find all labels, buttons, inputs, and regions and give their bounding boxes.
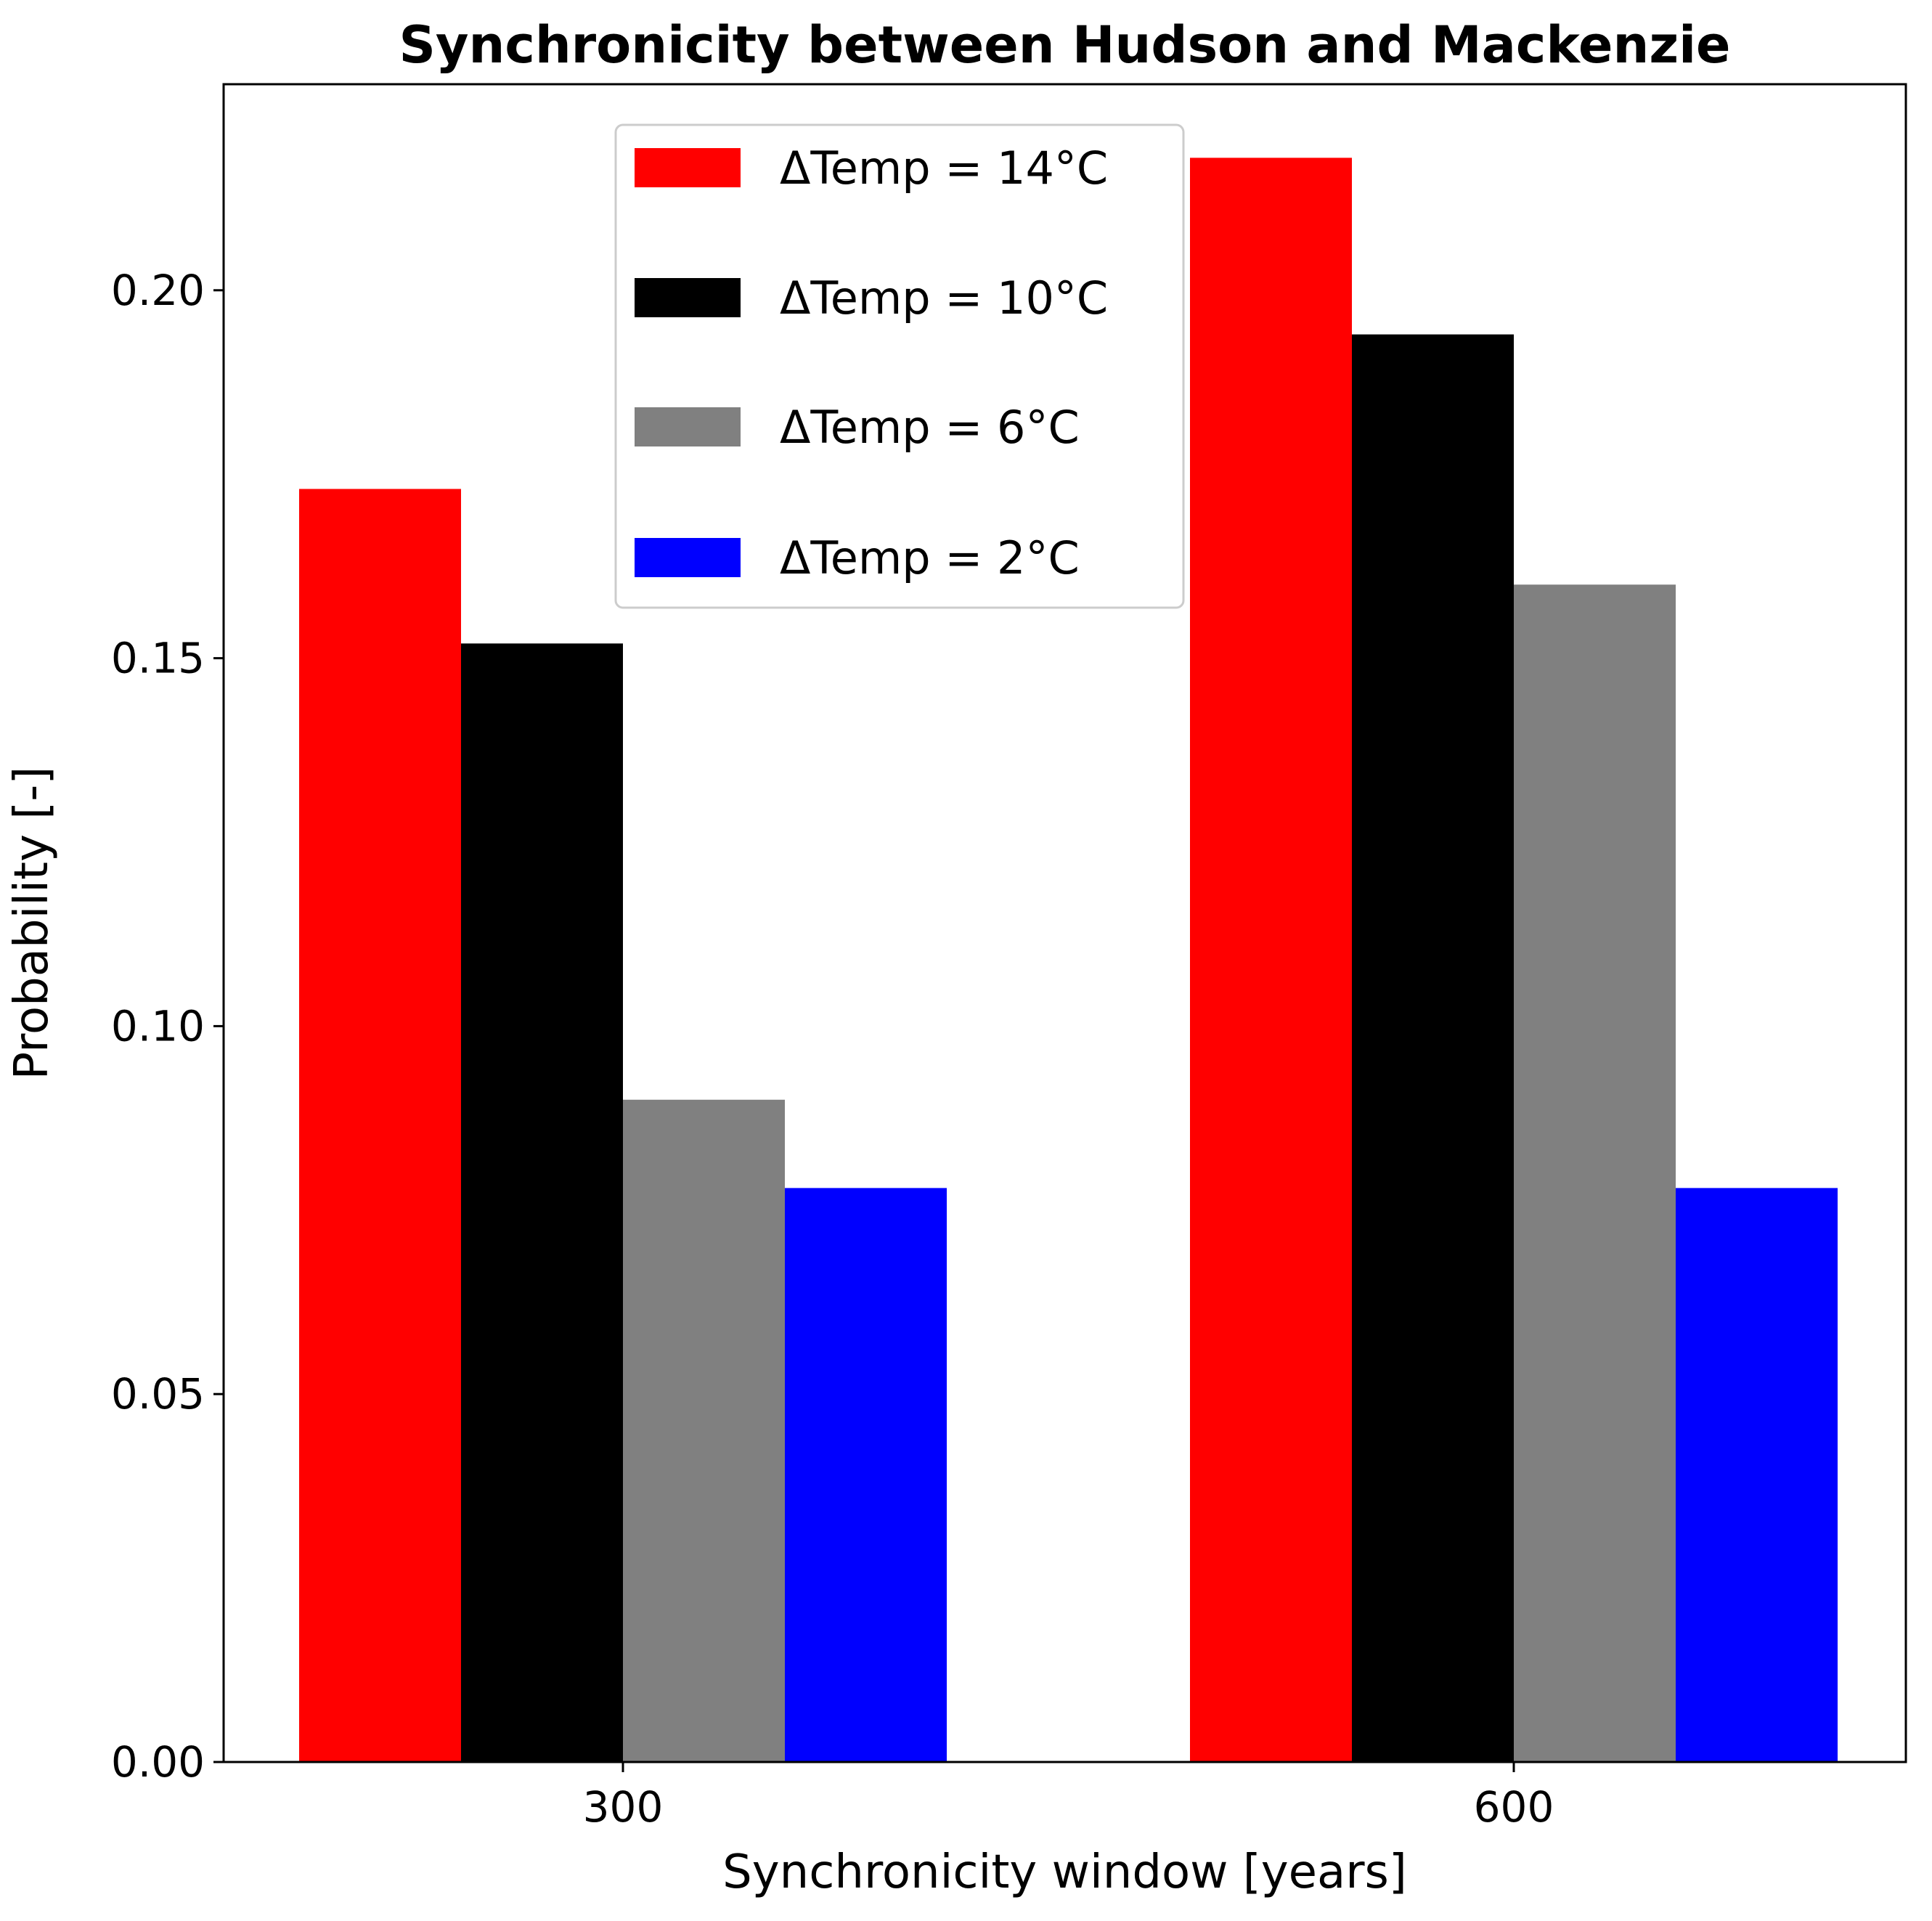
x-tick-label: 300	[583, 1782, 664, 1832]
y-tick-label: 0.10	[111, 1001, 205, 1051]
axes-frame	[222, 83, 1907, 1763]
y-tick-label: 0.00	[111, 1737, 205, 1787]
bar-600-series-1	[1352, 334, 1514, 1762]
legend-label-2: ΔTemp = 6°C	[780, 401, 1080, 454]
bar-300-series-2	[623, 1099, 785, 1762]
bar-600-series-3	[1676, 1188, 1838, 1762]
legend-box	[614, 123, 1185, 609]
y-axis-ticks: 0.00 0.05 0.10 0.15 0.20	[111, 266, 224, 1787]
bar-300-series-1	[461, 643, 623, 1763]
y-tick-label: 0.20	[111, 266, 205, 315]
legend-label-3: ΔTemp = 2°C	[780, 531, 1080, 584]
legend-swatch-0	[635, 148, 741, 187]
bars-layer	[299, 158, 1838, 1763]
legend-label-0: ΔTemp = 14°C	[780, 142, 1108, 195]
legend-swatch-2	[635, 407, 741, 446]
y-axis-label: Probability [-]	[5, 767, 59, 1080]
x-tick-label: 600	[1474, 1782, 1554, 1832]
bar-300-series-3	[785, 1188, 947, 1762]
bar-600-series-2	[1514, 584, 1676, 1762]
legend-swatch-1	[635, 278, 741, 317]
bar-600-series-0	[1190, 158, 1352, 1763]
x-axis-label: Synchronicity window [years]	[722, 1845, 1407, 1899]
bar-300-series-0	[299, 489, 461, 1763]
legend-label-1: ΔTemp = 10°C	[780, 272, 1108, 325]
y-tick-label: 0.15	[111, 634, 205, 683]
chart-title: Synchronicity between Hudson and Mackenz…	[399, 15, 1730, 75]
y-tick-label: 0.05	[111, 1369, 205, 1419]
legend: ΔTemp = 14°C ΔTemp = 10°C ΔTemp = 6°C ΔTemp…	[614, 123, 1185, 609]
x-axis-ticks: 300 600	[583, 1762, 1554, 1832]
legend-swatch-3	[635, 538, 741, 577]
